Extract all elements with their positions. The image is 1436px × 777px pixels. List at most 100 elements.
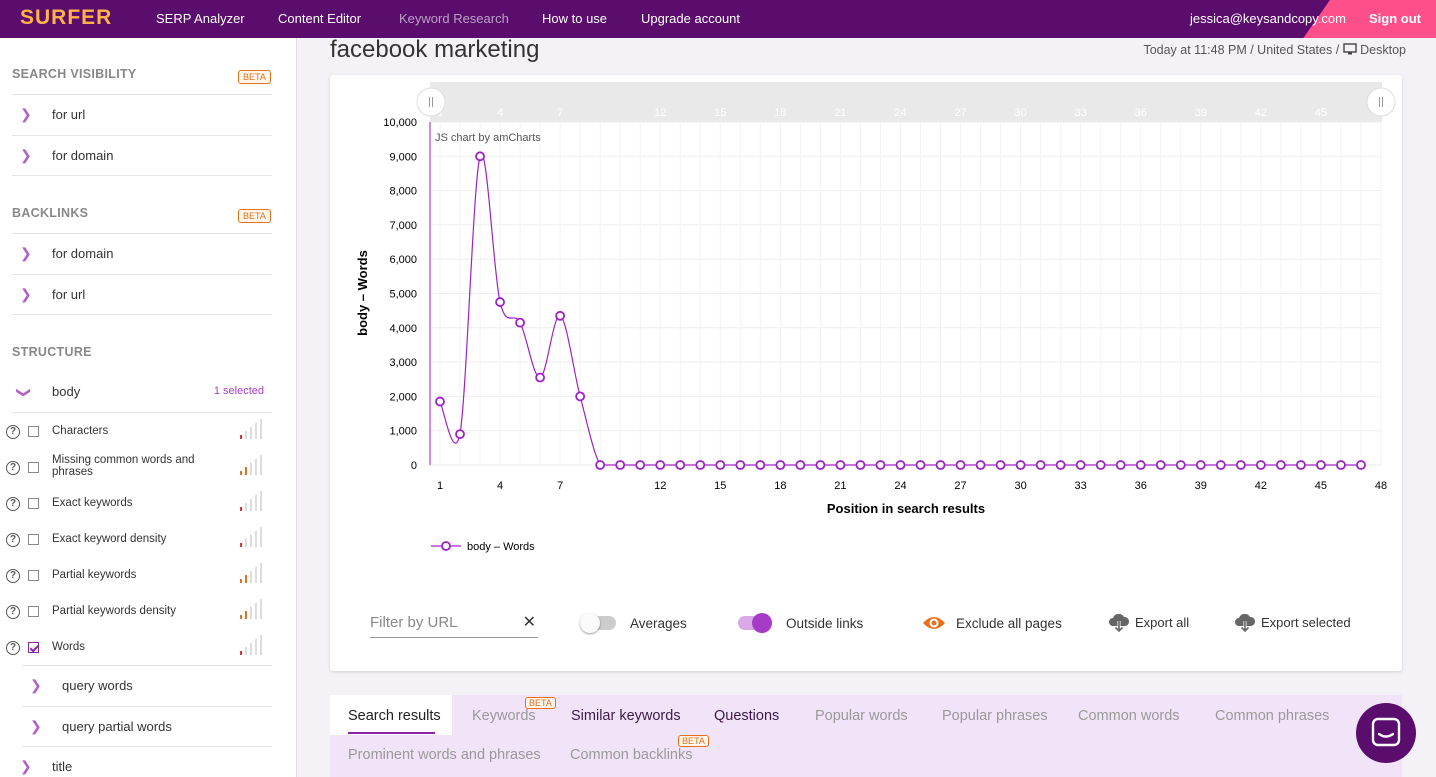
tab-similar-keywords[interactable]: Similar keywords	[571, 708, 681, 724]
data-point[interactable]	[695, 460, 706, 470]
tab-search-results[interactable]: Search results	[348, 708, 441, 724]
data-point[interactable]	[875, 460, 886, 470]
nav-content-editor[interactable]: Content Editor	[278, 11, 362, 26]
help-icon[interactable]: ?	[6, 425, 20, 439]
help-icon[interactable]: ?	[6, 461, 20, 475]
data-point[interactable]	[1055, 460, 1066, 470]
tab-common-backlinks[interactable]: Common backlinks	[570, 747, 693, 763]
data-point[interactable]	[1255, 460, 1266, 470]
data-point[interactable]	[1356, 460, 1366, 470]
data-point[interactable]	[1275, 460, 1286, 470]
data-point[interactable]	[1215, 460, 1226, 470]
data-point[interactable]	[1075, 460, 1086, 470]
data-point[interactable]	[1115, 460, 1126, 470]
data-point[interactable]	[555, 310, 566, 321]
tab-keywords[interactable]: Keywords	[472, 708, 536, 724]
data-point[interactable]	[755, 460, 766, 470]
sidebar-item-title[interactable]: ❯ title	[12, 747, 272, 777]
data-point[interactable]	[595, 460, 606, 470]
data-point[interactable]	[995, 460, 1006, 470]
outside-links-toggle[interactable]	[738, 613, 772, 633]
legend-marker[interactable]	[441, 541, 451, 551]
help-icon[interactable]: ?	[6, 641, 20, 655]
data-point[interactable]	[915, 460, 926, 470]
data-point[interactable]	[615, 460, 626, 470]
help-icon[interactable]: ?	[6, 569, 20, 583]
data-point[interactable]	[1035, 460, 1046, 470]
scrollbar-right-handle[interactable]	[1366, 87, 1396, 117]
data-point[interactable]	[835, 460, 846, 470]
data-point[interactable]	[575, 391, 586, 402]
data-point[interactable]	[1316, 460, 1326, 470]
tab-common-words[interactable]: Common words	[1078, 708, 1180, 724]
averages-toggle[interactable]	[580, 613, 616, 633]
sidebar-item-query-partial-words[interactable]: ❯ query partial words	[22, 706, 272, 747]
data-point[interactable]	[1135, 460, 1146, 470]
nav-how-to-use[interactable]: How to use	[542, 11, 608, 26]
data-point[interactable]	[715, 460, 726, 470]
data-point[interactable]	[1015, 460, 1026, 470]
data-point[interactable]	[1195, 460, 1206, 470]
data-point[interactable]	[1296, 460, 1306, 470]
metric-row-exact-keywords[interactable]: ? Exact keywords	[0, 485, 272, 521]
data-point[interactable]	[735, 460, 746, 470]
metric-row-exact-keyword-density[interactable]: ? Exact keyword density	[0, 521, 272, 557]
exclude-all-pages-button[interactable]: Exclude all pages	[956, 616, 1062, 631]
data-point[interactable]	[1095, 460, 1106, 470]
data-point[interactable]	[775, 460, 786, 470]
metric-row-characters[interactable]: ? Characters	[0, 413, 272, 449]
sidebar-item-bl-for-url[interactable]: ❯ for url	[12, 274, 272, 315]
sidebar-item-bl-for-domain[interactable]: ❯ for domain	[12, 233, 272, 274]
data-point[interactable]	[455, 429, 465, 440]
data-point[interactable]	[655, 460, 666, 470]
help-icon[interactable]: ?	[6, 533, 20, 547]
data-point[interactable]	[675, 460, 686, 470]
export-all-button[interactable]: Export all	[1135, 615, 1190, 630]
data-point[interactable]	[855, 460, 866, 470]
data-point[interactable]	[935, 460, 946, 470]
data-point[interactable]	[895, 460, 906, 470]
data-point[interactable]	[1175, 460, 1186, 470]
data-point[interactable]	[955, 460, 966, 470]
metric-row-missing-common-words-and-phrases[interactable]: ? Missing common words and phrases	[0, 449, 272, 485]
metric-row-partial-keywords[interactable]: ? Partial keywords	[0, 557, 272, 593]
data-point[interactable]	[1336, 460, 1346, 470]
nav-keyword-research[interactable]: Keyword Research	[399, 11, 509, 26]
data-point[interactable]	[515, 317, 525, 328]
metric-checkbox[interactable]	[28, 606, 39, 617]
help-icon[interactable]: ?	[6, 605, 20, 619]
chart-scrollbar[interactable]	[430, 82, 1382, 122]
metric-checkbox[interactable]	[28, 534, 39, 545]
sidebar-item-sv-for-url[interactable]: ❯ for url	[12, 94, 272, 135]
data-point[interactable]	[795, 460, 806, 470]
nav-upgrade-account[interactable]: Upgrade account	[641, 11, 741, 26]
metric-row-partial-keywords-density[interactable]: ? Partial keywords density	[0, 593, 272, 629]
sidebar-item-sv-for-domain[interactable]: ❯ for domain	[12, 135, 272, 176]
tab-questions[interactable]: Questions	[714, 708, 780, 724]
tab-common-phrases[interactable]: Common phrases	[1215, 708, 1330, 724]
surfer-logo[interactable]: SURFER	[20, 6, 113, 29]
data-point[interactable]	[975, 460, 986, 470]
metric-checkbox[interactable]	[28, 570, 39, 581]
cloud-download-icon[interactable]	[1108, 613, 1130, 633]
data-point[interactable]	[535, 372, 546, 383]
tab-popular-phrases[interactable]: Popular phrases	[942, 708, 1048, 724]
data-point[interactable]	[495, 297, 505, 307]
export-selected-button[interactable]: Export selected	[1261, 615, 1351, 630]
metric-row-words[interactable]: ? Words	[0, 629, 272, 665]
metric-checkbox[interactable]	[28, 498, 39, 509]
sidebar-item-query-words[interactable]: ❯ query words	[22, 665, 272, 706]
tab-prominent-words[interactable]: Prominent words and phrases	[348, 747, 541, 763]
scrollbar-left-handle[interactable]	[416, 87, 446, 117]
help-icon[interactable]: ?	[6, 497, 20, 511]
data-point[interactable]	[815, 460, 826, 470]
data-point[interactable]	[1235, 460, 1246, 470]
nav-serp-analyzer[interactable]: SERP Analyzer	[156, 11, 245, 26]
eye-icon[interactable]	[922, 615, 946, 631]
metric-checkbox[interactable]	[28, 642, 39, 653]
data-point[interactable]	[475, 151, 485, 162]
sidebar-item-body[interactable]: ❯ body 1 selected	[12, 372, 272, 413]
clear-icon[interactable]: ✕	[522, 614, 536, 631]
data-point[interactable]	[635, 460, 646, 470]
filter-url-input[interactable]	[370, 608, 510, 631]
